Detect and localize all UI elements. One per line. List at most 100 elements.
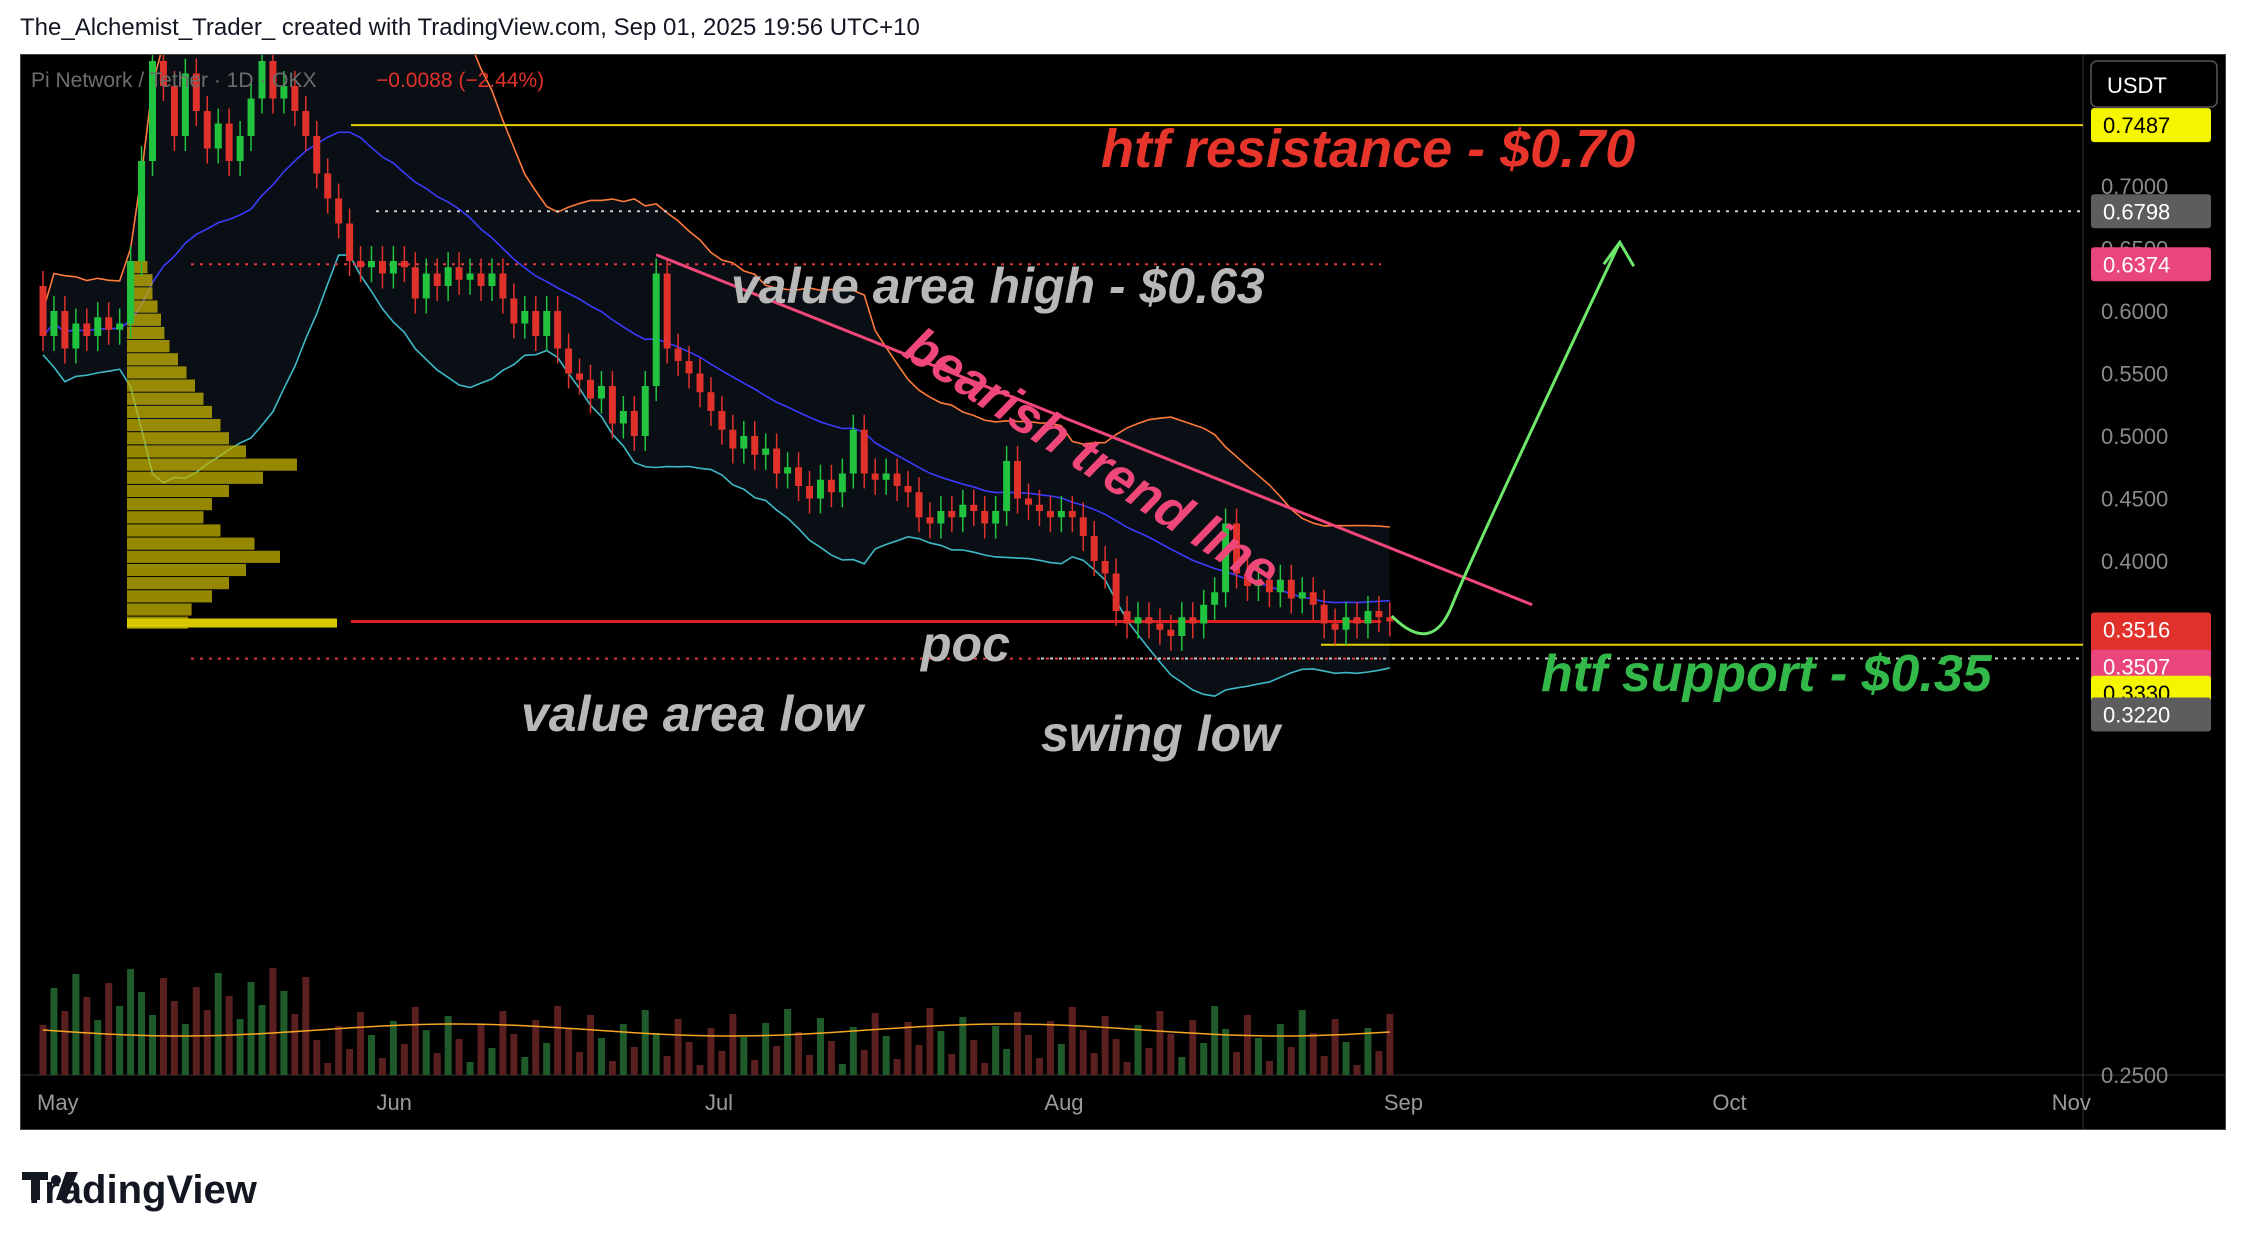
candle-body <box>116 323 124 330</box>
volume-profile-bar <box>127 498 212 511</box>
volume-bar <box>488 1048 496 1075</box>
volume-bar <box>444 1016 452 1075</box>
candle-body <box>61 311 69 349</box>
candle-body <box>1364 611 1372 624</box>
volume-bar <box>1265 1061 1273 1075</box>
candle-body <box>597 386 605 399</box>
volume-bar <box>247 982 255 1075</box>
candle-body <box>214 123 222 149</box>
price-badge-label: 0.3516 <box>2103 618 2170 643</box>
volume-bar <box>433 1053 441 1075</box>
volume-bar <box>554 1006 562 1075</box>
candle-body <box>247 98 255 136</box>
candlestick-chart[interactable]: htf resistance - $0.70 value area high - … <box>21 55 2225 1129</box>
tradingview-logo-icon <box>22 1172 78 1200</box>
volume-bar <box>773 1046 781 1075</box>
volume-bar <box>1046 1021 1054 1075</box>
candle-body <box>1298 592 1306 599</box>
candle-body <box>378 261 386 274</box>
volume-bar <box>1375 1051 1383 1075</box>
candle-body <box>1090 536 1098 561</box>
volume-profile-bar <box>127 524 221 537</box>
volume-profile-bar <box>127 484 229 498</box>
volume-bar <box>1134 1025 1142 1075</box>
candle-body <box>105 317 113 330</box>
candle-body <box>1046 511 1054 518</box>
bearish-trend-line <box>655 253 1533 607</box>
volume-bar <box>926 1008 934 1075</box>
volume-profile-bar <box>127 471 263 484</box>
candle-body <box>587 379 594 399</box>
candle-body <box>1342 617 1350 630</box>
candle-body <box>630 411 638 436</box>
value-area-high-label: value area high - $0.63 <box>731 258 1265 314</box>
candle-body <box>893 473 901 486</box>
volume-bar <box>105 983 113 1075</box>
volume-bar <box>1320 1056 1328 1075</box>
candle-body <box>1079 517 1087 536</box>
candle-body <box>302 111 310 136</box>
candle-body <box>1276 579 1284 593</box>
volume-bar <box>1079 1030 1087 1075</box>
volume-bar <box>149 1015 156 1075</box>
candle-body <box>795 467 803 486</box>
candle-body <box>422 273 430 299</box>
volume-bar <box>718 1051 726 1075</box>
candle-body <box>466 273 474 280</box>
volume-bar <box>83 997 91 1075</box>
volume-bar <box>795 1032 803 1075</box>
candle-body <box>784 467 792 474</box>
y-tick-label: 0.2500 <box>2101 1063 2168 1088</box>
candle-body <box>1222 523 1230 593</box>
candle-body <box>806 486 813 499</box>
candle-body <box>400 261 408 268</box>
candle-body <box>1244 573 1251 586</box>
currency-label: USDT <box>2107 73 2167 98</box>
candle-body <box>346 223 354 261</box>
volume-bar <box>335 1026 343 1075</box>
volume-bar <box>838 1064 846 1075</box>
volume-bar <box>1233 1052 1241 1075</box>
candle-body <box>1035 504 1043 511</box>
candle-body <box>368 261 375 268</box>
candle-body <box>1331 623 1339 630</box>
volume-bar <box>116 1006 124 1075</box>
candle-body <box>543 311 551 336</box>
candle-body <box>707 392 715 411</box>
candle-body <box>1320 604 1328 624</box>
candle-body <box>959 504 967 518</box>
volume-bar <box>1331 1019 1339 1075</box>
candle-body <box>510 298 518 324</box>
candle-body <box>1233 523 1241 574</box>
volume-profile-bar <box>127 379 195 392</box>
volume-bar <box>630 1047 638 1075</box>
volume-profile-bar <box>127 353 178 366</box>
candle-body <box>576 373 584 380</box>
change-legend: −0.0088 (−2.44%) <box>376 69 544 92</box>
candle-body <box>751 436 759 455</box>
volume-bar <box>1254 1038 1262 1075</box>
chart-frame[interactable]: htf resistance - $0.70 value area high - … <box>20 54 2226 1130</box>
candle-body <box>773 448 781 474</box>
volume-profile-bar <box>127 458 297 471</box>
candle-body <box>1134 617 1142 624</box>
price-badge <box>2091 247 2211 282</box>
candle-body <box>740 436 748 449</box>
candle-body <box>1287 579 1295 599</box>
volume-bar <box>532 1020 540 1075</box>
candle-body <box>83 323 91 336</box>
volume-bar <box>1222 1029 1230 1075</box>
chart-attribution: The_Alchemist_Trader_ created with Tradi… <box>20 14 920 41</box>
price-badge <box>2091 108 2211 143</box>
price-badge-label: 0.3507 <box>2103 655 2170 680</box>
candle-body <box>619 411 627 424</box>
volume-bar <box>576 1052 584 1075</box>
volume-bar <box>1364 1028 1372 1075</box>
currency-selector-button[interactable] <box>2090 60 2218 108</box>
candle-body <box>477 273 485 286</box>
candle-body <box>871 473 879 480</box>
candle-body <box>948 511 956 518</box>
x-tick-label: Aug <box>1044 1090 1083 1115</box>
candle-body <box>1014 461 1022 499</box>
volume-profile-bar <box>127 366 187 379</box>
